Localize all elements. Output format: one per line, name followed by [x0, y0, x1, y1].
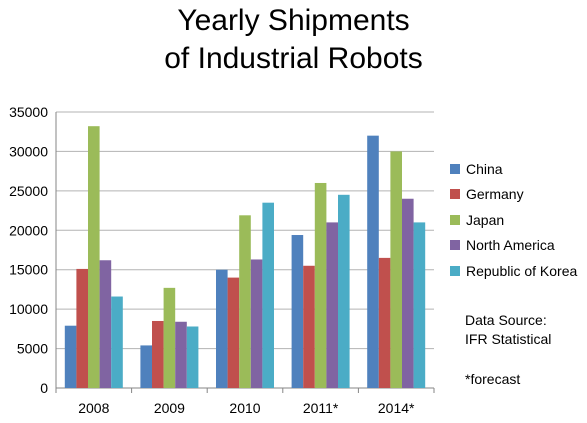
chart-title-line-2: of Industrial Robots [164, 42, 423, 75]
x-tick-label-1: 2009 [154, 400, 185, 416]
legend-label-japan: Japan [466, 211, 505, 228]
bar-germany-2010 [227, 277, 240, 388]
y-tick-label-7: 35000 [9, 104, 48, 120]
bar-germany-2008 [76, 268, 88, 388]
bar-republic-of-korea-2009 [186, 326, 199, 388]
bar-japan-2014 [390, 151, 402, 388]
bar-republic-of-korea-2011 [338, 194, 350, 388]
bar-japan-2010 [239, 215, 251, 388]
bar-japan-2011 [314, 182, 327, 388]
legend-swatch-japan [450, 214, 460, 225]
y-tick-label-0: 0 [40, 380, 48, 396]
legend-item-china: China [450, 156, 577, 182]
legend-label-korea: Republic of Korea [466, 262, 578, 279]
bar-north-america-2011 [326, 222, 338, 388]
y-tick-label-3: 15000 [9, 262, 48, 278]
y-tick-label-2: 10000 [9, 301, 48, 317]
bar-germany-2011 [303, 265, 315, 388]
bar-china-2008 [64, 325, 77, 388]
bar-north-america-2010 [250, 259, 263, 388]
bar-china-2014 [367, 135, 379, 388]
x-tick-label-4: 2014* [378, 400, 415, 416]
bar-republic-of-korea-2010 [262, 202, 274, 388]
bar-republic-of-korea-2014 [413, 222, 426, 388]
chart-title: Yearly Shipments of Industrial Robots [0, 2, 587, 78]
y-tick-label-4: 20000 [9, 222, 48, 238]
y-tick-label-6: 30000 [9, 143, 48, 159]
bar-north-america-2014 [402, 198, 414, 388]
y-tick-label-5: 25000 [9, 183, 48, 199]
legend-swatch-korea [450, 265, 460, 276]
legend-item-north-america: North America [450, 233, 577, 259]
x-tick-label-2: 2010 [229, 400, 260, 416]
legend: China Germany Japan North America Republ… [450, 156, 577, 284]
legend-item-germany: Germany [450, 182, 577, 208]
bar-japan-2009 [163, 287, 176, 388]
legend-item-japan: Japan [450, 207, 577, 233]
legend-item-korea: Republic of Korea [450, 258, 577, 284]
chart-title-line-1: Yearly Shipments [177, 4, 410, 37]
data-source-line-1: Data Source: [465, 312, 547, 328]
bar-north-america-2009 [175, 321, 187, 388]
bar-china-2009 [140, 345, 152, 388]
data-source-note: Data Source: IFR Statistical [465, 311, 551, 349]
y-tick-label-1: 5000 [17, 341, 48, 357]
bar-china-2010 [216, 269, 228, 388]
legend-swatch-germany [450, 189, 460, 200]
legend-label-germany: Germany [466, 186, 524, 203]
x-tick-label-0: 2008 [78, 400, 109, 416]
bar-north-america-2008 [99, 260, 112, 388]
legend-label-north-america: North America [466, 237, 555, 254]
x-tick-label-3: 2011* [303, 400, 339, 416]
bar-germany-2009 [152, 320, 164, 388]
bar-japan-2008 [88, 126, 100, 389]
data-source-line-2: IFR Statistical [465, 331, 552, 347]
bar-china-2011 [291, 235, 304, 388]
legend-label-china: China [466, 160, 503, 177]
forecast-note: *forecast [465, 371, 521, 387]
legend-swatch-china [450, 163, 460, 174]
legend-swatch-north-america [450, 240, 460, 251]
bar-republic-of-korea-2008 [111, 296, 123, 388]
bar-germany-2014 [378, 257, 391, 388]
